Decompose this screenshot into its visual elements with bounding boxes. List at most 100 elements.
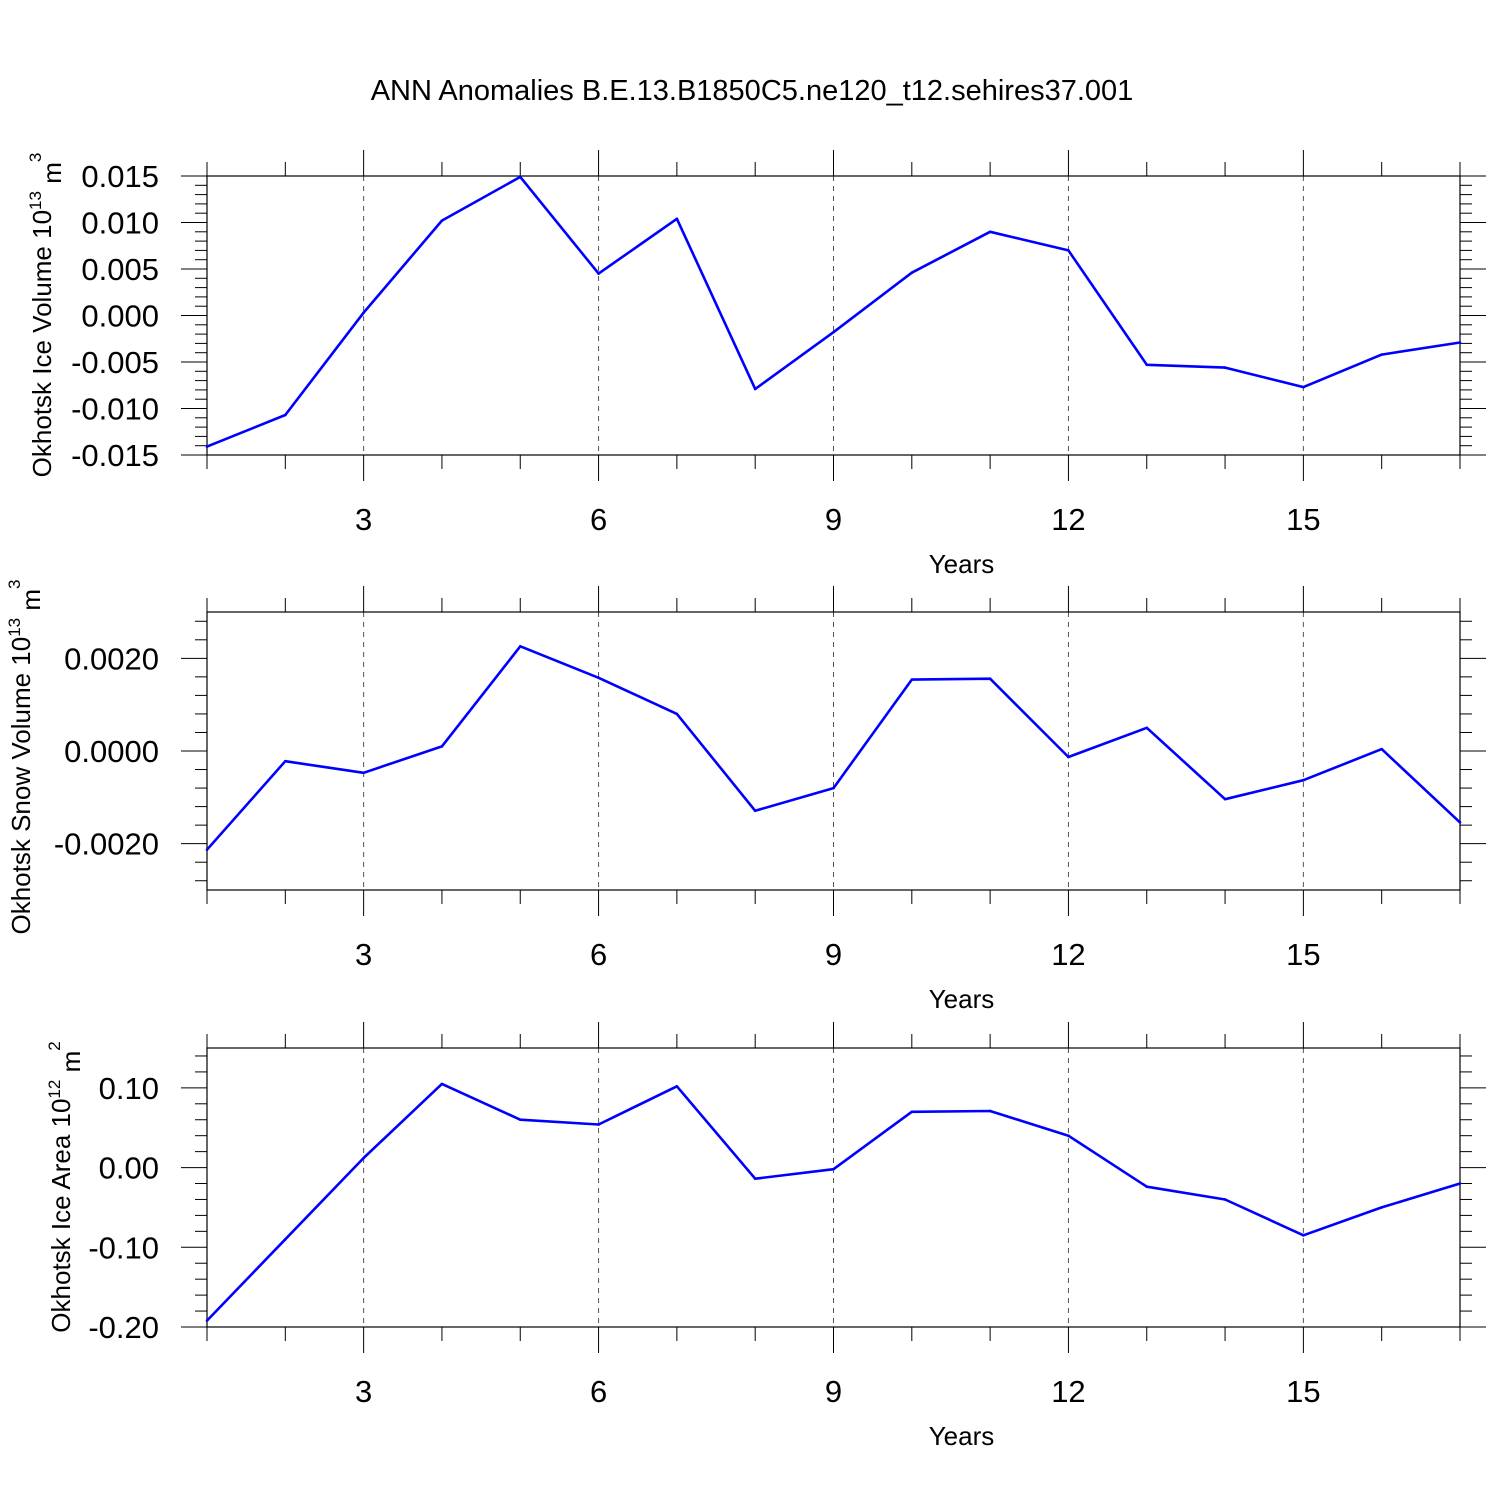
data-point [753, 809, 757, 813]
y-tick-label: 0.0020 [64, 641, 159, 676]
data-point [518, 1118, 522, 1122]
chart-panels: 3 6 9 12 15 -0.015 -0.010 -0.005 0.000 0.005 0.010… [5, 150, 1486, 1451]
data-point [362, 1156, 365, 1160]
data-point [832, 330, 835, 334]
y-axis-title-ylabel-unit: m [16, 589, 46, 618]
y-axis-title-ylabel-exp: 13 [5, 618, 24, 637]
y-axis-title-ylabel-unit: m [56, 1051, 86, 1080]
x-tick-label: 6 [590, 937, 607, 972]
x-axis-title: Years [929, 549, 995, 579]
y-tick-label: 0.000 [81, 299, 159, 334]
x-tick-label: 12 [1051, 937, 1085, 972]
data-point [1380, 747, 1383, 751]
x-tick-label: 6 [590, 1374, 607, 1409]
y-tick-label: 0.00 [99, 1151, 159, 1186]
x-tick-label: 3 [355, 502, 372, 537]
data-point [518, 644, 522, 648]
data-point [440, 745, 444, 748]
data-point [988, 1109, 992, 1113]
y-axis-title-ylabel-unit-exp: 3 [26, 153, 45, 162]
data-point [1302, 385, 1305, 389]
y-axis-title: Okhotsk Ice Volume 1013 m3 [26, 153, 67, 478]
x-axis-title: Years [929, 984, 995, 1014]
data-point [1380, 353, 1383, 356]
data-point [910, 678, 914, 681]
y-tick-label: -0.010 [71, 392, 159, 427]
x-tick-label: 15 [1286, 502, 1320, 537]
data-point [910, 271, 914, 275]
data-point [1223, 1198, 1227, 1201]
data-point [753, 387, 757, 391]
x-tick-label: 9 [825, 1374, 842, 1409]
y-tick-label: 0.010 [81, 206, 159, 241]
data-point [832, 786, 835, 790]
y-tick-label: -0.005 [71, 345, 159, 380]
x-tick-label: 12 [1051, 1374, 1085, 1409]
data-point [675, 712, 679, 716]
chart-panel-1: 3 6 9 12 15 -0.015 -0.010 -0.005 0.000 0.005 0.010… [26, 150, 1486, 579]
data-point [284, 1238, 287, 1241]
data-point [1458, 341, 1462, 344]
chart-panel-2: 3 6 9 12 15 -0.0020 0.0000 0.0020 Years Okhotsk S… [5, 580, 1486, 1014]
data-point [440, 1082, 444, 1086]
data-point [1145, 726, 1149, 730]
data-point [988, 677, 992, 681]
y-axis-title-ylabel-main: Okhotsk Ice Area 10 [46, 1099, 76, 1333]
data-point [675, 1084, 679, 1088]
x-tick-label: 15 [1286, 937, 1320, 972]
data-point [1380, 1206, 1383, 1209]
data-point [1067, 249, 1070, 252]
y-tick-label: 0.015 [81, 159, 159, 194]
x-tick-label: 15 [1286, 1374, 1320, 1409]
y-axis-title: Okhotsk Ice Area 1012 m2 [45, 1041, 86, 1332]
data-point [518, 175, 522, 179]
data-point [1067, 1134, 1070, 1137]
y-axis-title-ylabel-main: Okhotsk Snow Volume 10 [6, 637, 36, 935]
x-tick-label: 12 [1051, 502, 1085, 537]
y-tick-label: -0.10 [88, 1230, 159, 1265]
data-point [205, 1319, 209, 1322]
data-point [988, 230, 992, 234]
figure-title: ANN Anomalies B.E.13.B1850C5.ne120_t12.s… [371, 75, 1134, 107]
x-tick-label: 9 [825, 502, 842, 537]
y-axis-title-ylabel-unit-exp: 2 [45, 1041, 64, 1050]
x-tick-label: 3 [355, 937, 372, 972]
x-axis-title: Years [929, 1421, 995, 1451]
y-tick-label: -0.20 [88, 1310, 159, 1345]
data-point [1302, 1234, 1305, 1237]
data-point [284, 413, 287, 417]
y-tick-label: -0.0020 [54, 827, 159, 862]
data-point [205, 848, 209, 851]
data-point [1302, 778, 1305, 782]
y-tick-label: 0.005 [81, 252, 159, 287]
chart-panel-3: 3 6 9 12 15 -0.20 -0.10 0.00 0.10 Years Okhotsk Ic… [45, 1022, 1486, 1451]
data-point [1067, 755, 1070, 759]
data-point [675, 217, 679, 221]
data-point [597, 676, 600, 680]
y-axis-title-ylabel-main: Okhotsk Ice Volume 10 [27, 210, 57, 477]
x-tick-label: 3 [355, 1374, 372, 1409]
y-axis-title-ylabel-unit-exp: 3 [5, 580, 24, 589]
y-axis-title-ylabel-exp: 12 [45, 1080, 64, 1099]
y-tick-label: 0.10 [99, 1071, 159, 1106]
data-point [910, 1110, 914, 1114]
y-axis-title-ylabel-exp: 13 [26, 191, 45, 210]
data-point [753, 1177, 757, 1181]
x-tick-label: 9 [825, 937, 842, 972]
data-point [1223, 797, 1227, 801]
data-point [1458, 821, 1462, 824]
data-point [1223, 366, 1227, 369]
y-tick-label: 0.0000 [64, 734, 159, 769]
data-point [440, 219, 444, 222]
y-tick-label: -0.015 [71, 438, 159, 473]
y-axis-title: Okhotsk Snow Volume 1013 m3 [5, 580, 46, 935]
data-point [1145, 363, 1149, 367]
data-point [362, 771, 365, 775]
data-point [832, 1167, 835, 1171]
data-point [205, 445, 209, 448]
data-point [1145, 1185, 1149, 1189]
data-point [1458, 1182, 1462, 1185]
data-point [597, 1123, 600, 1126]
y-axis-title-ylabel-unit: m [37, 162, 67, 191]
